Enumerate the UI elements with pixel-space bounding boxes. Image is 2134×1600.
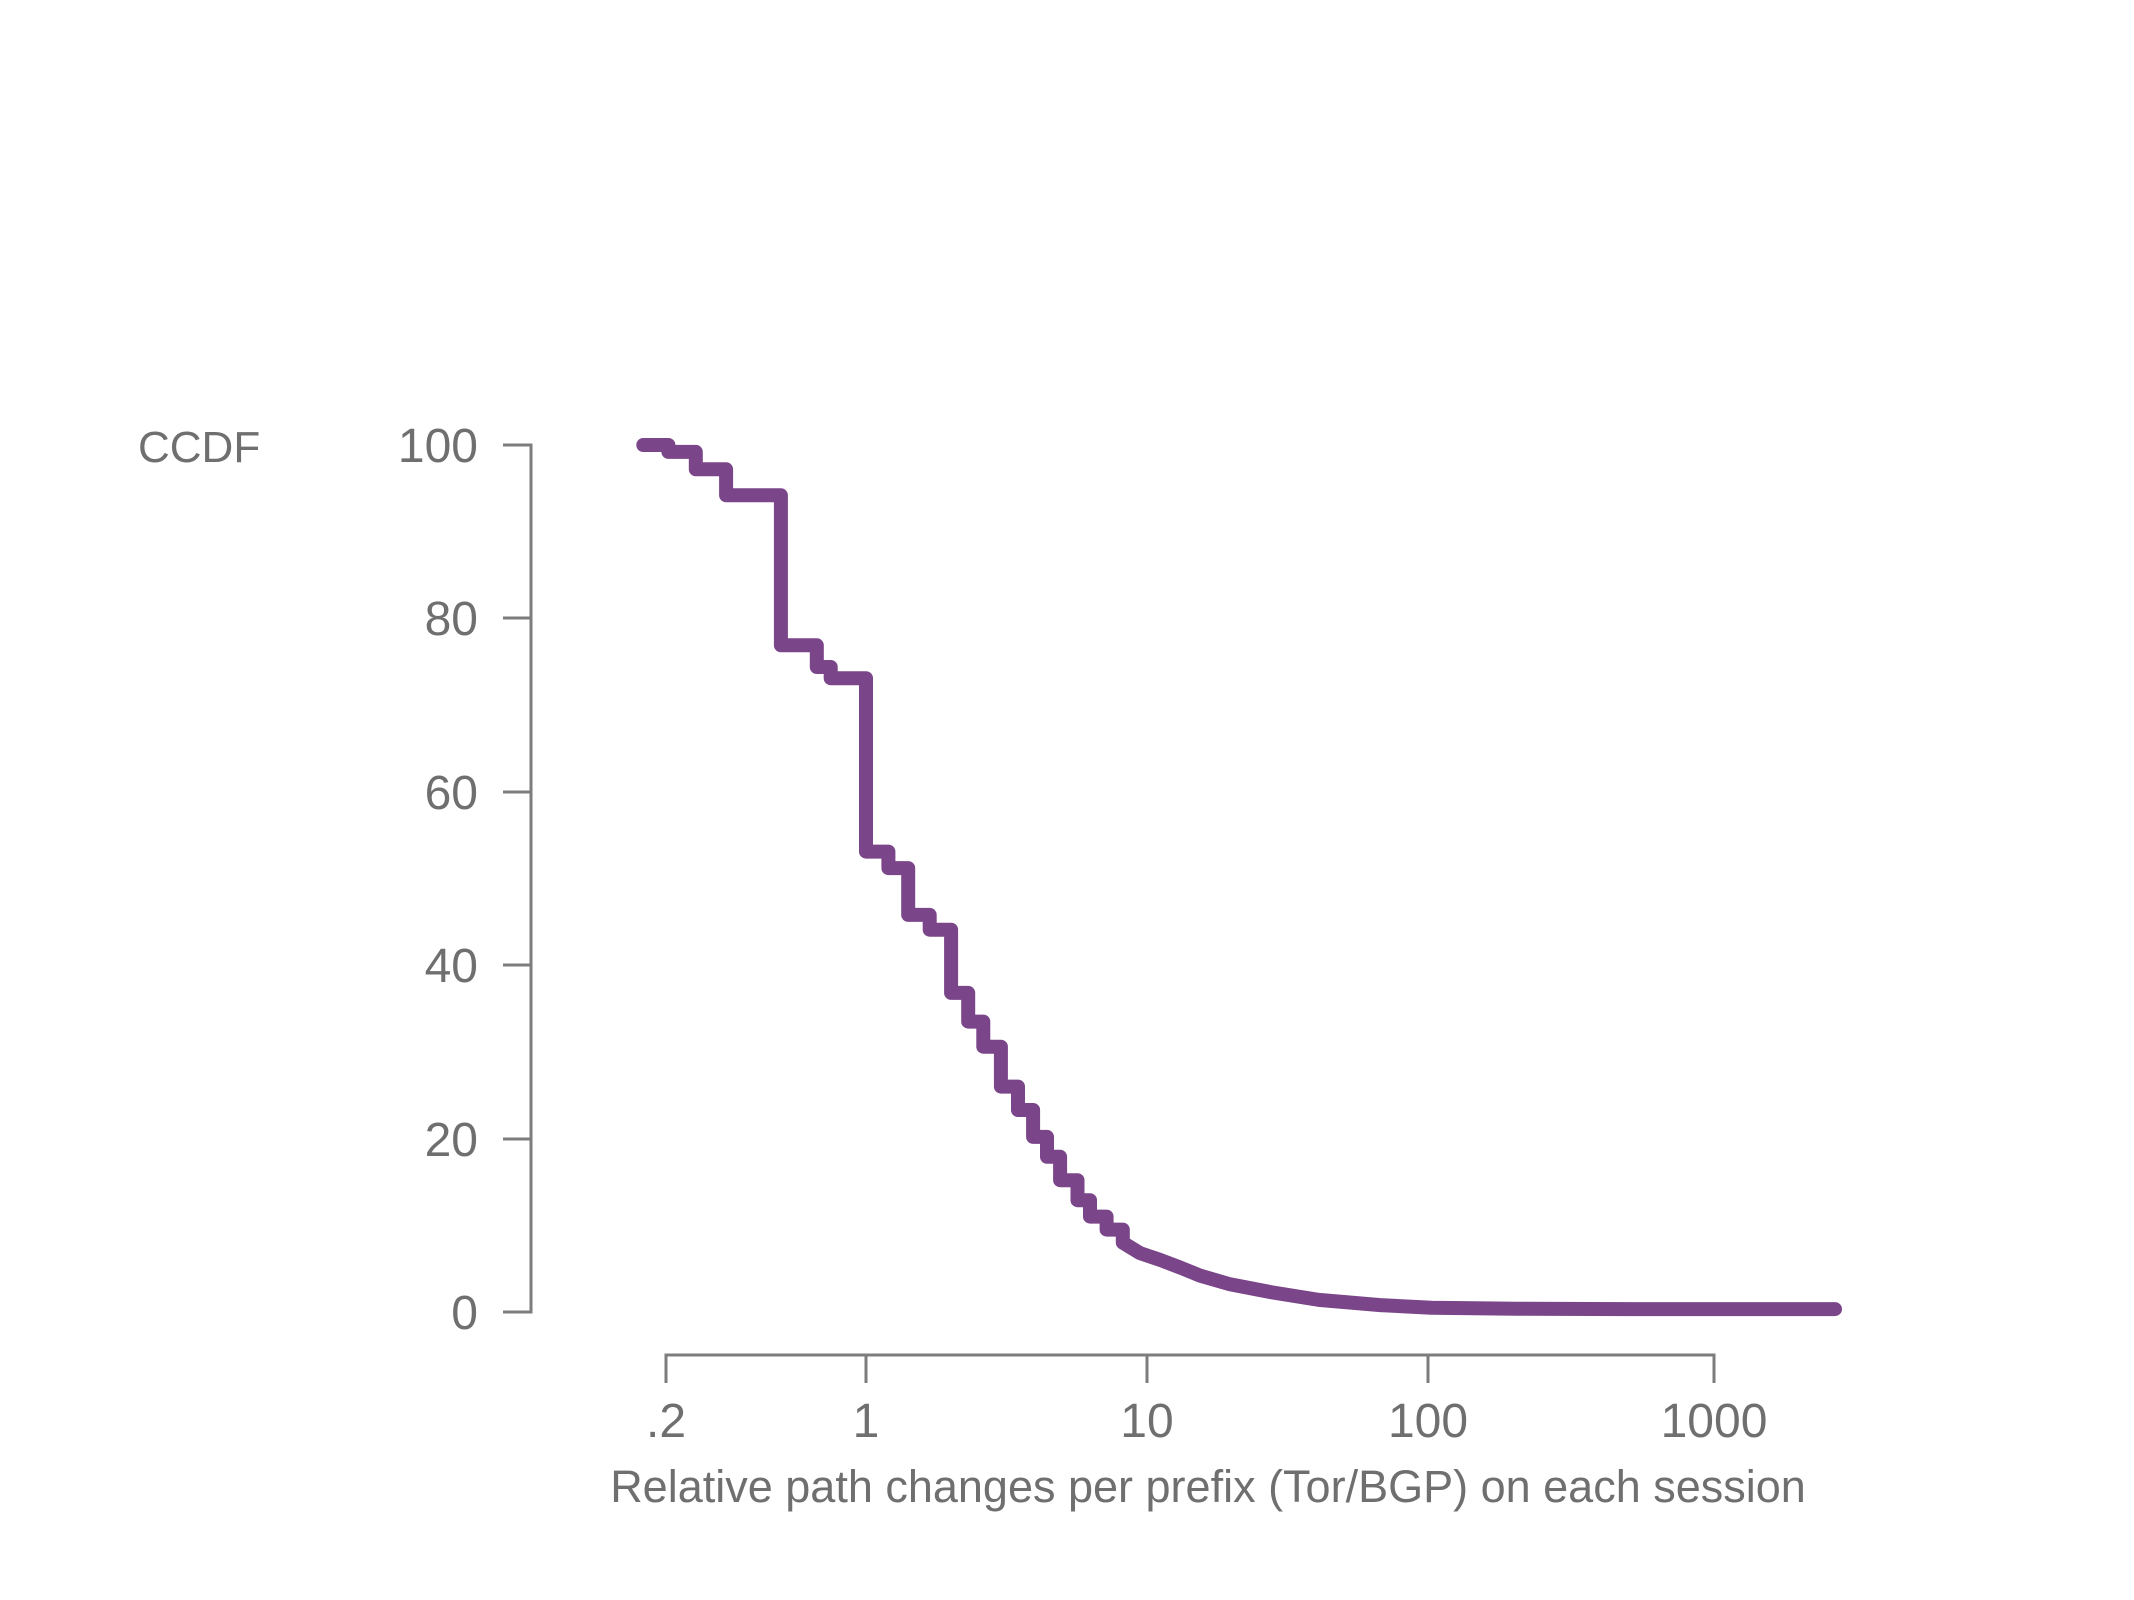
x-axis-line — [664, 1353, 1716, 1383]
y-tick-label-60: 60 — [425, 767, 478, 820]
y-tick-label-80: 80 — [425, 593, 478, 646]
x-tick-label-10: 10 — [1120, 1395, 1173, 1448]
x-tick-label-100: 100 — [1388, 1395, 1468, 1448]
y-tick-label-100: 100 — [398, 420, 478, 473]
ccdf-curve — [636, 438, 1842, 1317]
y-tick-label-0: 0 — [451, 1287, 478, 1340]
y-axis-title: CCDF — [138, 423, 260, 472]
y-tick-label-20: 20 — [425, 1114, 478, 1167]
y-tick-label-40: 40 — [425, 940, 478, 993]
x-tick-label-p2: .2 — [646, 1395, 686, 1448]
y-axis: 0 20 40 60 80 100 — [398, 420, 533, 1340]
x-tick-label-1000: 1000 — [1661, 1395, 1768, 1448]
x-axis: .2 1 10 100 1000 — [646, 1353, 1768, 1448]
x-axis-title: Relative path changes per prefix (Tor/BG… — [610, 1461, 1806, 1512]
x-tick-label-1: 1 — [853, 1395, 880, 1448]
y-axis-line — [503, 443, 533, 1314]
